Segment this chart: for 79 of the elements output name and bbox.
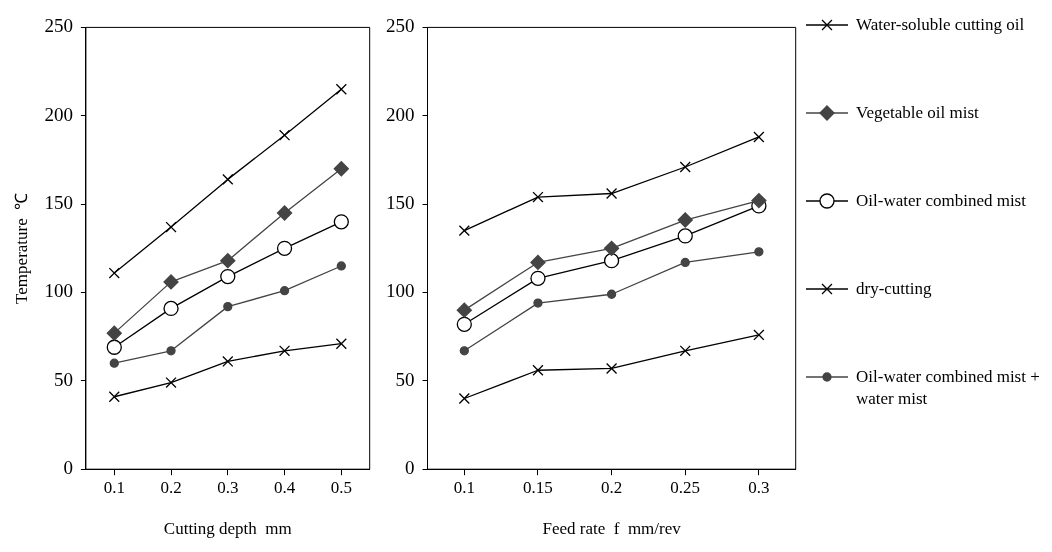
x-tick-label: 0.4	[273, 477, 296, 497]
x-tick-label: 0.15	[523, 477, 553, 497]
point	[458, 225, 470, 237]
point	[220, 253, 236, 269]
point	[530, 270, 546, 286]
point	[165, 221, 177, 233]
point	[753, 131, 765, 143]
y-tick-label: 150	[386, 192, 415, 214]
legend-label: Oil-water combined mist	[856, 190, 1026, 212]
x-tick-label: 0.25	[670, 477, 701, 497]
point	[108, 391, 120, 403]
x-tick-label: 0.3	[748, 477, 770, 497]
point	[163, 274, 179, 290]
point	[606, 187, 618, 200]
point	[679, 161, 691, 173]
point	[165, 377, 177, 389]
y-tick-label: 200	[386, 103, 415, 125]
point	[222, 173, 234, 185]
y-tick-label: 0	[405, 457, 415, 479]
y-tick-label: 150	[44, 192, 73, 214]
point	[166, 346, 176, 356]
x-tick-label: 0.1	[453, 477, 475, 497]
point	[106, 325, 122, 341]
x-tick-label: 0.2	[600, 477, 623, 497]
y-tick-label: 200	[44, 103, 73, 125]
point	[335, 83, 347, 95]
point	[276, 240, 293, 256]
y-axis-title: Temperature ℃	[11, 192, 31, 304]
point	[606, 289, 617, 299]
point	[677, 212, 693, 228]
point	[108, 267, 120, 279]
point	[222, 355, 234, 367]
point	[459, 346, 469, 356]
point	[333, 161, 349, 177]
point	[603, 240, 620, 256]
point	[223, 301, 233, 312]
point	[530, 254, 546, 271]
y-tick-label: 50	[395, 368, 415, 390]
point	[603, 253, 620, 269]
point	[753, 329, 765, 341]
point	[458, 392, 470, 405]
point	[680, 257, 690, 268]
point	[333, 214, 349, 230]
legend-label: dry-cutting	[856, 278, 932, 300]
point	[335, 338, 347, 350]
point	[163, 300, 179, 317]
point	[278, 345, 291, 357]
point	[456, 316, 472, 332]
point	[220, 268, 236, 285]
point	[532, 364, 544, 376]
point	[276, 205, 293, 221]
y-tick-label: 50	[53, 368, 73, 390]
x-tick-label: 0.3	[217, 477, 239, 497]
point	[677, 228, 693, 244]
x-tick-label: 0.5	[330, 477, 352, 497]
y-tick-label: 100	[44, 280, 73, 302]
point	[336, 261, 346, 271]
point	[456, 302, 472, 318]
x-axis-title: Cutting depth mm	[163, 519, 292, 539]
point	[533, 298, 543, 308]
point	[109, 358, 119, 368]
point	[754, 247, 764, 257]
point	[532, 191, 544, 203]
point	[278, 129, 291, 141]
y-tick-label: 100	[386, 280, 415, 302]
point	[106, 339, 122, 355]
legend-label: Oil-water combined mist + water mist	[856, 366, 1041, 410]
point	[279, 286, 290, 296]
x-tick-label: 0.2	[160, 477, 182, 497]
point	[751, 192, 767, 209]
y-tick-label: 0	[63, 457, 73, 479]
y-tick-label: 250	[44, 15, 73, 37]
point	[606, 362, 618, 375]
point	[679, 345, 691, 357]
legend-label: Vegetable oil mist	[856, 102, 979, 124]
x-tick-label: 0.1	[103, 477, 125, 497]
legend-label: Water-soluble cutting oil	[856, 14, 1025, 36]
x-axis-title: Feed rate f mm/rev	[542, 519, 682, 539]
y-tick-label: 250	[386, 15, 415, 37]
